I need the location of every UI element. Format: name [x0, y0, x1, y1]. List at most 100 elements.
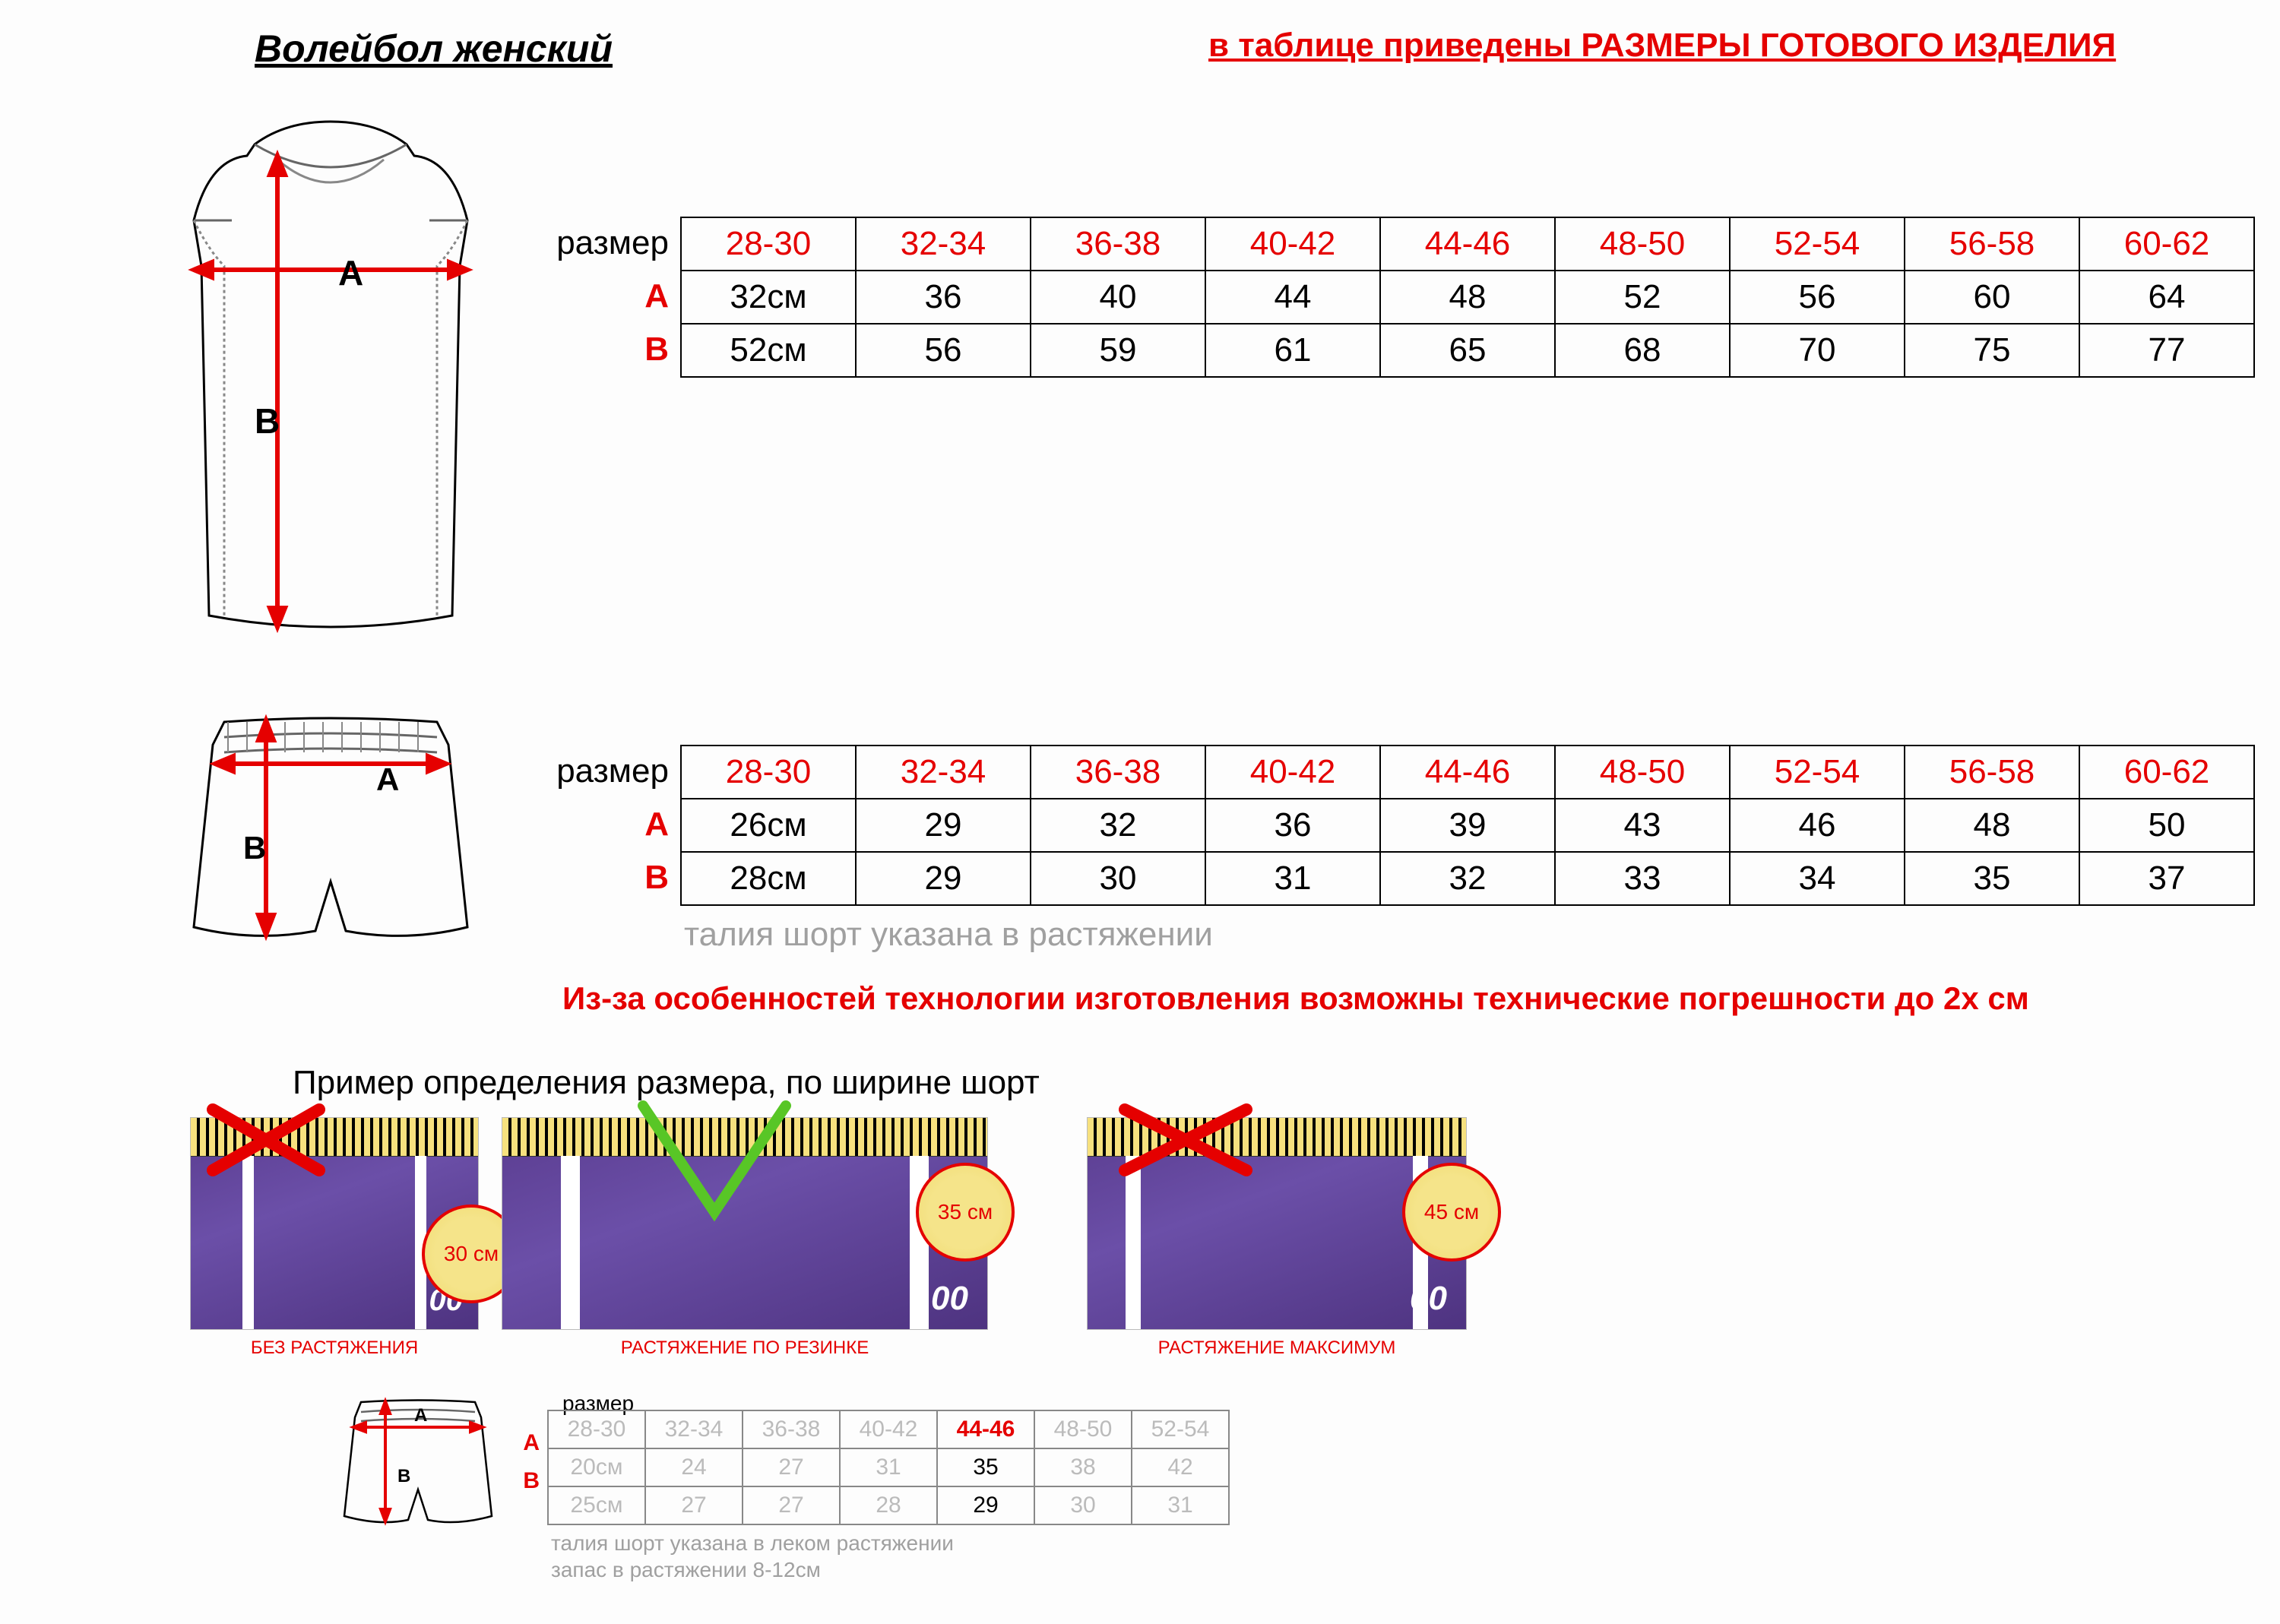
- shorts-label-b: B: [243, 830, 266, 866]
- jersey-number: 00: [931, 1280, 968, 1318]
- size-header-cell: 28-30: [681, 217, 856, 271]
- size-value-cell: 56: [1730, 271, 1905, 324]
- small-shorts-label-b: B: [397, 1466, 410, 1486]
- size-value-cell: 29: [937, 1486, 1034, 1524]
- size-value-cell: 39: [1380, 799, 1555, 852]
- size-value-cell: 37: [2079, 852, 2254, 905]
- size-value-cell: 61: [1205, 324, 1380, 377]
- size-value-cell: 28: [840, 1486, 937, 1524]
- shorts-diagram: A B: [186, 699, 475, 958]
- rowlabel-b: В: [486, 1462, 540, 1500]
- size-value-cell: 40: [1031, 271, 1205, 324]
- photo-caption: РАСТЯЖЕНИЕ ПО РЕЗИНКЕ: [502, 1338, 988, 1359]
- size-header-cell: 56-58: [1905, 746, 2079, 799]
- shirt-size-table: 28-3032-3436-3840-4244-4648-5052-5456-58…: [680, 217, 2255, 378]
- rowlabel-size: размер: [471, 745, 669, 798]
- size-value-cell: 59: [1031, 324, 1205, 377]
- size-header-cell: 60-62: [2079, 746, 2254, 799]
- size-value-cell: 38: [1034, 1448, 1132, 1486]
- shirt-rowlabels: размер А В: [471, 217, 669, 376]
- size-value-cell: 35: [1905, 852, 2079, 905]
- size-value-cell: 24: [645, 1448, 743, 1486]
- size-header-cell: 36-38: [743, 1410, 840, 1448]
- size-value-cell: 29: [856, 852, 1031, 905]
- size-header-cell: 48-50: [1555, 217, 1730, 271]
- size-value-cell: 32см: [681, 271, 856, 324]
- size-value-cell: 31: [1132, 1486, 1229, 1524]
- size-value-cell: 44: [1205, 271, 1380, 324]
- size-value-cell: 26см: [681, 799, 856, 852]
- shirt-label-a: A: [338, 253, 363, 293]
- size-value-cell: 42: [1132, 1448, 1229, 1486]
- size-value-cell: 77: [2079, 324, 2254, 377]
- rowlabel-a: А: [471, 270, 669, 323]
- page-title: Волейбол женский: [255, 27, 613, 71]
- rowlabel-a: А: [471, 798, 669, 851]
- size-value-cell: 32: [1380, 852, 1555, 905]
- jersey-number: 00: [1410, 1280, 1447, 1318]
- size-value-cell: 64: [2079, 271, 2254, 324]
- size-value-cell: 70: [1730, 324, 1905, 377]
- example-photo-elastic-stretch: 00: [502, 1117, 988, 1330]
- rowlabel-b: В: [471, 851, 669, 904]
- size-value-cell: 27: [743, 1486, 840, 1524]
- small-note-2: запас в растяжении 8-12см: [551, 1558, 821, 1582]
- size-header-cell: 28-30: [548, 1410, 645, 1448]
- size-header-cell: 32-34: [856, 217, 1031, 271]
- size-value-cell: 27: [743, 1448, 840, 1486]
- size-value-cell: 35: [937, 1448, 1034, 1486]
- ruler-label: 35 см: [938, 1200, 993, 1224]
- shirt-diagram: A B: [186, 114, 475, 661]
- rowlabel-a: А: [486, 1424, 540, 1462]
- rowlabel-b: В: [471, 323, 669, 376]
- size-value-cell: 27: [645, 1486, 743, 1524]
- size-header-cell: 56-58: [1905, 217, 2079, 271]
- size-header-cell: 32-34: [645, 1410, 743, 1448]
- shorts-label-a: A: [376, 761, 399, 797]
- size-value-cell: 29: [856, 799, 1031, 852]
- size-value-cell: 48: [1905, 799, 2079, 852]
- photo-caption: РАСТЯЖЕНИЕ МАКСИМУМ: [1087, 1338, 1467, 1359]
- size-header-cell: 60-62: [2079, 217, 2254, 271]
- size-value-cell: 28см: [681, 852, 856, 905]
- notice-garment-sizes: в таблице приведены РАЗМЕРЫ ГОТОВОГО ИЗД…: [1208, 27, 2116, 65]
- small-size-table: 28-3032-3436-3840-4244-4648-5052-5420см2…: [547, 1410, 1230, 1525]
- size-header-cell: 40-42: [840, 1410, 937, 1448]
- example-title: Пример определения размера, по ширине шо…: [293, 1064, 1040, 1102]
- size-value-cell: 25см: [548, 1486, 645, 1524]
- size-header-cell: 52-54: [1730, 746, 1905, 799]
- size-value-cell: 68: [1555, 324, 1730, 377]
- ruler-label: 30 см: [444, 1242, 499, 1266]
- size-header-cell: 44-46: [1380, 217, 1555, 271]
- size-value-cell: 65: [1380, 324, 1555, 377]
- size-value-cell: 46: [1730, 799, 1905, 852]
- size-value-cell: 52см: [681, 324, 856, 377]
- tech-tolerance-warning: Из-за особенностей технологии изготовлен…: [562, 980, 2029, 1017]
- size-value-cell: 48: [1380, 271, 1555, 324]
- size-header-cell: 40-42: [1205, 746, 1380, 799]
- size-header-cell: 32-34: [856, 746, 1031, 799]
- size-value-cell: 36: [1205, 799, 1380, 852]
- ruler-label: 45 см: [1424, 1200, 1479, 1224]
- shorts-size-table: 28-3032-3436-3840-4244-4648-5052-5456-58…: [680, 745, 2255, 906]
- ruler-circle: 35 см: [916, 1163, 1015, 1262]
- size-header-cell: 52-54: [1132, 1410, 1229, 1448]
- size-header-cell: 36-38: [1031, 217, 1205, 271]
- small-shorts-label-a: A: [414, 1405, 427, 1426]
- size-value-cell: 31: [1205, 852, 1380, 905]
- size-value-cell: 56: [856, 324, 1031, 377]
- shorts-rowlabels: размер А В: [471, 745, 669, 904]
- size-header-cell: 48-50: [1555, 746, 1730, 799]
- size-value-cell: 43: [1555, 799, 1730, 852]
- size-value-cell: 20см: [548, 1448, 645, 1486]
- size-header-cell: 44-46: [937, 1410, 1034, 1448]
- small-note-1: талия шорт указана в леком растяжении: [551, 1531, 954, 1556]
- photo-caption: БЕЗ РАСТЯЖЕНИЯ: [190, 1338, 479, 1359]
- ruler-circle: 45 см: [1402, 1163, 1501, 1262]
- size-header-cell: 52-54: [1730, 217, 1905, 271]
- size-header-cell: 36-38: [1031, 746, 1205, 799]
- size-value-cell: 75: [1905, 324, 2079, 377]
- size-value-cell: 32: [1031, 799, 1205, 852]
- size-value-cell: 36: [856, 271, 1031, 324]
- size-header-cell: 44-46: [1380, 746, 1555, 799]
